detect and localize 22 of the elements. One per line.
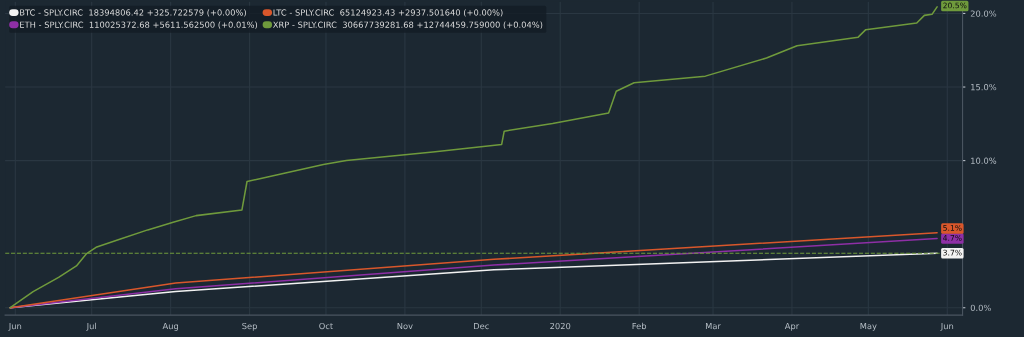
x-tick-label: Jun [940, 322, 954, 331]
x-tick-label: Jun [8, 322, 22, 331]
y-tick-label: 15.0% [971, 84, 997, 91]
x-tick-label: Apr [784, 322, 800, 331]
x-tick-label: May [860, 322, 877, 331]
x-tick-label: Dec [474, 322, 489, 330]
x-tick-label: Aug [162, 322, 179, 331]
legend-label: XRP - SPLY.CIRC 30667739281.68 +12744459.759000 (+0.04%) [273, 21, 543, 29]
x-tick-label: 2020 [550, 322, 571, 330]
y-tick-label: 0.0% [970, 304, 991, 312]
x-tick-label: Mar [705, 322, 721, 330]
y-tick-label: 20.0% [970, 10, 997, 17]
legend-label: BTC - SPLY.CIRC 18394806.42 +325.722579 (+0.00%) [20, 9, 246, 17]
x-tick-label: Sep [242, 322, 257, 331]
x-tick-label: Nov [397, 322, 413, 330]
y-tick-label: 10.0% [971, 157, 997, 164]
x-tick-label: Jul [86, 322, 96, 331]
line-series [9, 6, 938, 309]
x-tick-label: Oct [319, 322, 333, 330]
legend-label: ETH - SPLY.CIRC 110025372.68 +5611.562500 (+0.01%) [20, 21, 258, 29]
x-tick-label: Feb [632, 322, 647, 330]
legend-label: LTC - SPLY.CIRC 65124923.43 +2937.501640 (+0.00%) [273, 9, 503, 17]
